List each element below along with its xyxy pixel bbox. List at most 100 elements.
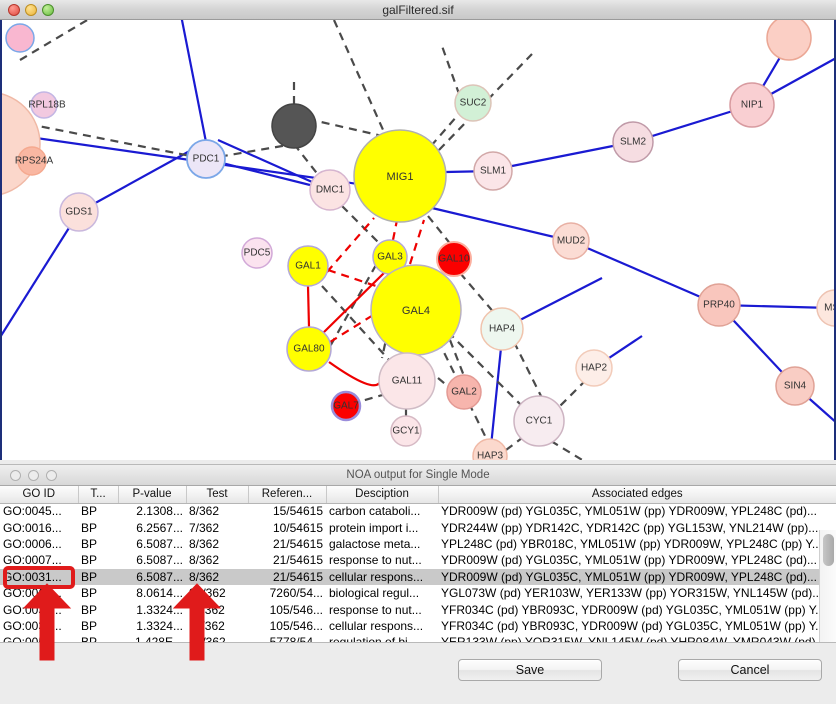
column-header-go-id[interactable]: GO ID: [0, 486, 79, 504]
column-header-description[interactable]: Desciption: [326, 486, 439, 504]
table-row[interactable]: GO:0065... BP 8.0614... 94/362 7260/54..…: [0, 585, 836, 601]
cell-test[interactable]: 80/362: [189, 635, 226, 643]
cell-type[interactable]: BP: [81, 504, 98, 519]
node-msi[interactable]: [816, 289, 836, 327]
node-slm1[interactable]: [473, 151, 513, 191]
cell-type[interactable]: BP: [81, 553, 98, 568]
cell-reference[interactable]: 5778/54...: [269, 635, 323, 643]
cell-type[interactable]: BP: [81, 520, 98, 535]
node-gal11[interactable]: [378, 352, 436, 410]
noa-zoom-button-icon[interactable]: [46, 470, 57, 481]
node-gal80[interactable]: [286, 326, 332, 372]
noa-minimize-button-icon[interactable]: [28, 470, 39, 481]
cell-reference[interactable]: 21/54615: [272, 553, 323, 568]
cell-edges[interactable]: YFR034C (pd) YBR093C, YDR009W (pd) YGL03…: [441, 618, 826, 633]
cell-test[interactable]: 7/362: [189, 520, 220, 535]
cell-test[interactable]: 11/362: [189, 618, 225, 633]
window-controls[interactable]: [8, 4, 54, 16]
cell-go-id[interactable]: GO:0065...: [3, 586, 62, 601]
cell-type[interactable]: BP: [81, 618, 98, 633]
results-table-container[interactable]: GO ID T... P-value Test Referen... Desci…: [0, 486, 836, 643]
network-graph[interactable]: RPL18B RPS24A GDS1 PDC1 PDC5 DMC1 MIG1 S…: [2, 20, 836, 460]
cell-test[interactable]: 8/362: [189, 536, 220, 551]
cell-description[interactable]: cellular respons...: [329, 618, 424, 633]
cell-reference[interactable]: 15/54615: [272, 504, 323, 519]
cell-description[interactable]: response to nut...: [329, 553, 422, 568]
cell-reference[interactable]: 21/54615: [272, 536, 323, 551]
cell-type[interactable]: BP: [81, 635, 98, 643]
cell-edges[interactable]: YFR034C (pd) YBR093C, YDR009W (pd) YGL03…: [441, 602, 826, 617]
node-slm2[interactable]: [612, 121, 654, 163]
cell-go-id[interactable]: GO:0031...: [3, 602, 62, 617]
node-sin4[interactable]: [775, 366, 815, 406]
node-gal7[interactable]: [330, 390, 362, 422]
cell-test[interactable]: 8/362: [189, 504, 220, 519]
table-row[interactable]: GO:0007... BP 6.5087... 8/362 21/54615 r…: [0, 552, 836, 568]
close-button-icon[interactable]: [8, 4, 20, 16]
node-hap2[interactable]: [575, 349, 613, 387]
cell-reference[interactable]: 105/546...: [269, 618, 323, 633]
node-gds1[interactable]: [59, 192, 99, 232]
cell-pvalue[interactable]: 8.0614...: [136, 586, 183, 601]
cell-pvalue[interactable]: 1.3324...: [136, 602, 183, 617]
node-topright[interactable]: [766, 20, 812, 61]
cell-description[interactable]: response to nut...: [329, 602, 422, 617]
table-row-selected[interactable]: GO:0031... BP 6.5087... 8/362 21/54615 c…: [0, 568, 836, 585]
cell-pvalue[interactable]: 6.5087...: [136, 536, 183, 551]
cell-edges[interactable]: YGL073W (pd) YER103W, YER133W (pp) YOR31…: [441, 586, 823, 601]
table-vertical-scrollbar[interactable]: [819, 530, 836, 642]
node-suc2[interactable]: [454, 84, 492, 122]
table-row[interactable]: GO:0016... BP 6.2567... 7/362 10/54615 p…: [0, 519, 836, 535]
node-gal10[interactable]: [436, 241, 472, 277]
column-header-associated-edges[interactable]: Associated edges: [438, 486, 836, 504]
cell-type[interactable]: BP: [81, 602, 98, 617]
node-pdc1[interactable]: [186, 139, 226, 179]
node-gal2[interactable]: [446, 374, 482, 410]
cell-edges[interactable]: YDR009W (pd) YGL035C, YML051W (pp) YDR00…: [441, 553, 817, 568]
cell-test[interactable]: 8/362: [186, 568, 248, 585]
cell-pvalue[interactable]: 2.1308...: [136, 504, 183, 519]
node-topleft[interactable]: [5, 23, 35, 53]
cell-reference[interactable]: 105/546...: [269, 602, 323, 617]
cell-pvalue[interactable]: 6.5087...: [118, 568, 186, 585]
node-cyc1[interactable]: [513, 395, 565, 447]
node-prp40[interactable]: [697, 283, 741, 327]
cell-edges[interactable]: YDR009W (pd) YGL035C, YML051W (pp) YDR00…: [438, 568, 836, 585]
cell-reference[interactable]: 7260/54...: [269, 586, 323, 601]
cell-edges[interactable]: YPL248C (pd) YBR018C, YML051W (pp) YDR00…: [441, 536, 822, 551]
cell-test[interactable]: 94/362: [189, 586, 226, 601]
cell-type[interactable]: BP: [81, 586, 98, 601]
table-row[interactable]: GO:0031... BP 1.3324... 11/362 105/546..…: [0, 618, 836, 634]
node-unlabeled-grey[interactable]: [271, 103, 317, 149]
cell-description[interactable]: galactose meta...: [329, 536, 421, 551]
table-row[interactable]: GO:0050... BP 1.428E... 80/362 5778/54..…: [0, 634, 836, 643]
cell-type[interactable]: BP: [81, 536, 98, 551]
minimize-button-icon[interactable]: [25, 4, 37, 16]
cell-go-id[interactable]: GO:0031...: [0, 568, 78, 585]
cell-pvalue[interactable]: 6.5087...: [136, 553, 183, 568]
table-row[interactable]: GO:0031... BP 1.3324... 11/362 105/546..…: [0, 601, 836, 617]
node-nip1[interactable]: [729, 82, 775, 128]
column-header-test[interactable]: Test: [186, 486, 249, 504]
noa-close-button-icon[interactable]: [10, 470, 21, 481]
cell-go-id[interactable]: GO:0016...: [3, 520, 62, 535]
cell-go-id[interactable]: GO:0007...: [3, 553, 62, 568]
noa-window-controls[interactable]: [10, 470, 57, 481]
node-mud2[interactable]: [552, 222, 590, 260]
column-header-reference[interactable]: Referen...: [248, 486, 327, 504]
scrollbar-thumb[interactable]: [823, 534, 834, 566]
cell-pvalue[interactable]: 1.428E...: [134, 635, 183, 643]
cell-go-id[interactable]: GO:0050...: [3, 635, 62, 643]
cell-description[interactable]: carbon cataboli...: [329, 504, 421, 519]
node-dmc1[interactable]: [309, 169, 351, 211]
column-header-pvalue[interactable]: P-value: [118, 486, 187, 504]
save-button[interactable]: Save: [458, 659, 602, 681]
node-hap4[interactable]: [480, 307, 524, 351]
cell-edges[interactable]: YDR009W (pd) YGL035C, YML051W (pp) YDR00…: [441, 504, 817, 519]
cell-description[interactable]: regulation of bi...: [329, 635, 418, 643]
cell-go-id[interactable]: GO:0006...: [3, 536, 62, 551]
cell-reference[interactable]: 10/54615: [272, 520, 323, 535]
results-table[interactable]: GO ID T... P-value Test Referen... Desci…: [0, 486, 836, 643]
cell-description[interactable]: biological regul...: [329, 586, 420, 601]
cell-go-id[interactable]: GO:0031...: [3, 618, 62, 633]
